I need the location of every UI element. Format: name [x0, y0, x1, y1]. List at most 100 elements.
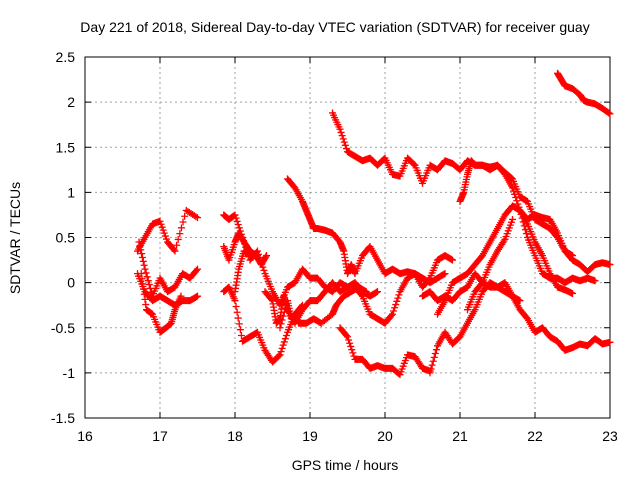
data-point	[339, 135, 347, 143]
series-s13	[336, 324, 434, 379]
data-point	[236, 227, 244, 235]
data-point	[374, 288, 381, 296]
data-point	[260, 266, 268, 274]
data-point	[428, 361, 436, 369]
data-point	[516, 206, 524, 214]
data-point	[347, 342, 355, 350]
data-point	[277, 348, 285, 356]
data-point	[336, 125, 344, 133]
data-point	[231, 297, 239, 305]
x-tick-label: 18	[227, 428, 243, 444]
x-tick-label: 23	[602, 428, 618, 444]
data-point	[140, 261, 148, 269]
data-point	[425, 275, 433, 283]
series-s22	[554, 69, 614, 118]
data-point	[395, 291, 403, 299]
data-point	[520, 222, 528, 230]
series-layer	[134, 69, 614, 379]
data-point	[262, 253, 270, 261]
data-point	[513, 197, 521, 205]
data-point	[390, 307, 398, 315]
data-point	[140, 290, 148, 298]
data-point	[138, 275, 146, 283]
data-point	[232, 302, 240, 310]
data-point	[194, 292, 201, 300]
data-point	[509, 184, 516, 192]
data-point	[449, 256, 456, 264]
data-point	[239, 234, 246, 241]
data-point	[441, 270, 449, 278]
y-tick-label: 2	[67, 94, 75, 110]
data-point	[174, 235, 182, 243]
data-point	[194, 214, 201, 222]
data-point	[392, 301, 400, 309]
data-point	[142, 301, 150, 309]
data-point	[282, 331, 290, 339]
y-tick-label: 1	[67, 184, 75, 200]
data-point	[138, 250, 146, 258]
data-point	[138, 253, 146, 261]
series-s8	[231, 247, 261, 296]
data-point	[393, 297, 401, 305]
data-point	[140, 285, 147, 293]
data-point	[267, 295, 275, 303]
data-point	[276, 324, 284, 332]
data-point	[145, 281, 153, 289]
data-point	[137, 270, 145, 278]
data-point	[171, 247, 179, 255]
data-point	[257, 257, 265, 265]
y-axis-label: SDTVAR / TECUs	[7, 182, 23, 294]
axis-ticks	[84, 56, 611, 419]
series-s6	[220, 211, 381, 309]
series-s12	[329, 109, 486, 187]
data-point	[429, 357, 437, 365]
data-point	[279, 312, 287, 320]
data-point	[389, 310, 396, 318]
data-point	[519, 218, 527, 226]
data-point	[349, 349, 357, 357]
data-point	[279, 341, 287, 349]
data-point	[500, 237, 508, 245]
data-point	[387, 312, 395, 320]
y-tick-label: 2.5	[56, 49, 76, 65]
data-point	[430, 353, 438, 361]
data-point	[241, 240, 249, 248]
data-point	[254, 252, 261, 260]
data-point	[510, 187, 518, 195]
data-point	[144, 277, 152, 285]
series-s2	[134, 206, 201, 255]
data-point	[518, 214, 526, 222]
data-point	[394, 294, 402, 302]
data-point	[344, 333, 351, 341]
data-point	[521, 226, 529, 234]
y-tick-label: 1.5	[56, 139, 76, 155]
y-tick-label: -1.5	[51, 410, 75, 426]
series-s14	[351, 252, 456, 327]
series-s19	[464, 279, 614, 354]
x-tick-label: 22	[527, 428, 543, 444]
data-point	[606, 338, 614, 346]
data-point	[234, 221, 242, 229]
data-point	[280, 338, 288, 346]
x-tick-labels: 16 17 18 19 20 21 22 23	[77, 428, 618, 444]
data-point	[135, 238, 143, 246]
data-point	[426, 369, 434, 377]
data-point	[340, 138, 348, 146]
data-point	[342, 331, 350, 339]
data-point	[141, 265, 149, 273]
data-point	[344, 283, 351, 291]
y-tick-label: -1	[63, 365, 76, 381]
data-point	[606, 110, 614, 118]
data-point	[278, 344, 286, 352]
data-point	[179, 218, 187, 226]
data-point	[136, 242, 144, 250]
data-point	[139, 257, 147, 265]
x-tick-label: 17	[152, 428, 168, 444]
data-point	[605, 109, 613, 117]
data-point	[231, 211, 239, 219]
data-point	[234, 314, 242, 322]
data-point	[511, 190, 519, 198]
data-point	[139, 280, 147, 288]
data-point	[237, 331, 245, 339]
